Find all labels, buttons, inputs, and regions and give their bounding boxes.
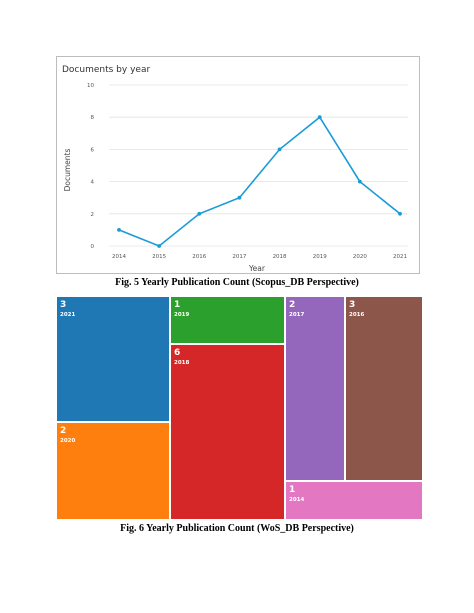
tile-label: 2014 [289,497,305,503]
tile-value: 1 [174,300,181,310]
tile-label: 2021 [60,312,76,318]
treemap-chart: 3 2021 2 2020 1 2019 6 2018 2 2017 3 201… [56,296,423,520]
y-axis-label: Documents [63,149,72,192]
line-chart-panel: Documents by year 0 2 4 6 8 10 2014 2015 2016 20… [56,56,420,274]
tile-value: 3 [60,300,67,310]
y-tick-labels: 0 2 4 6 8 10 [87,83,95,250]
data-points [117,115,402,248]
data-point-2015 [157,244,162,248]
figure-6-caption: Fig. 6 Yearly Publication Count (WoS_DB … [120,523,354,534]
tile-value: 3 [349,300,356,310]
y-tick-label: 2 [91,212,95,218]
treemap-tile-2014: 1 2014 [285,481,423,520]
treemap-tile-2016: 3 2016 [345,296,423,481]
x-tick-labels: 2014 2015 2016 2017 2018 2019 2020 2021 [112,254,407,260]
tile-label: 2020 [60,438,76,444]
y-tick-label: 8 [91,115,95,121]
tile-value: 2 [289,300,296,310]
data-point-2021 [398,211,402,216]
tile-label: 2017 [289,312,305,318]
treemap-tile-2018: 6 2018 [170,344,285,520]
y-tick-label: 10 [87,83,94,89]
tile-value: 2 [60,426,67,436]
tile-label: 2016 [349,312,365,318]
x-tick-label: 2017 [232,254,246,260]
x-tick-label: 2014 [112,254,126,260]
data-point-2020 [357,179,362,184]
treemap-tile-2020: 2 2020 [56,422,170,520]
treemap-tile-2019: 1 2019 [170,296,285,344]
x-tick-label: 2018 [273,254,287,260]
tile-value: 1 [289,485,296,495]
y-tick-label: 6 [91,147,95,153]
series-line [118,116,401,247]
y-tick-label: 4 [91,180,95,186]
x-tick-label: 2020 [353,254,367,260]
x-tick-label: 2019 [313,254,327,260]
data-point-2016 [197,211,202,216]
tile-label: 2018 [174,360,190,366]
data-point-2018 [277,147,282,152]
data-point-2019 [317,115,322,120]
x-axis-label: Year [248,264,266,273]
treemap-tile-2017: 2 2017 [285,296,345,481]
x-tick-label: 2021 [393,254,407,260]
tile-label: 2019 [174,312,190,318]
x-tick-label: 2015 [152,254,166,260]
tile-value: 6 [174,348,181,358]
y-tick-label: 0 [91,244,95,250]
x-tick-label: 2016 [192,254,206,260]
figure-5-caption: Fig. 5 Yearly Publication Count (Scopus_… [115,277,359,288]
data-point-2014 [117,228,121,232]
grid-lines [109,84,408,247]
data-point-2017 [237,195,242,200]
treemap-tile-2021: 3 2021 [56,296,170,422]
chart-title: Documents by year [62,65,150,75]
